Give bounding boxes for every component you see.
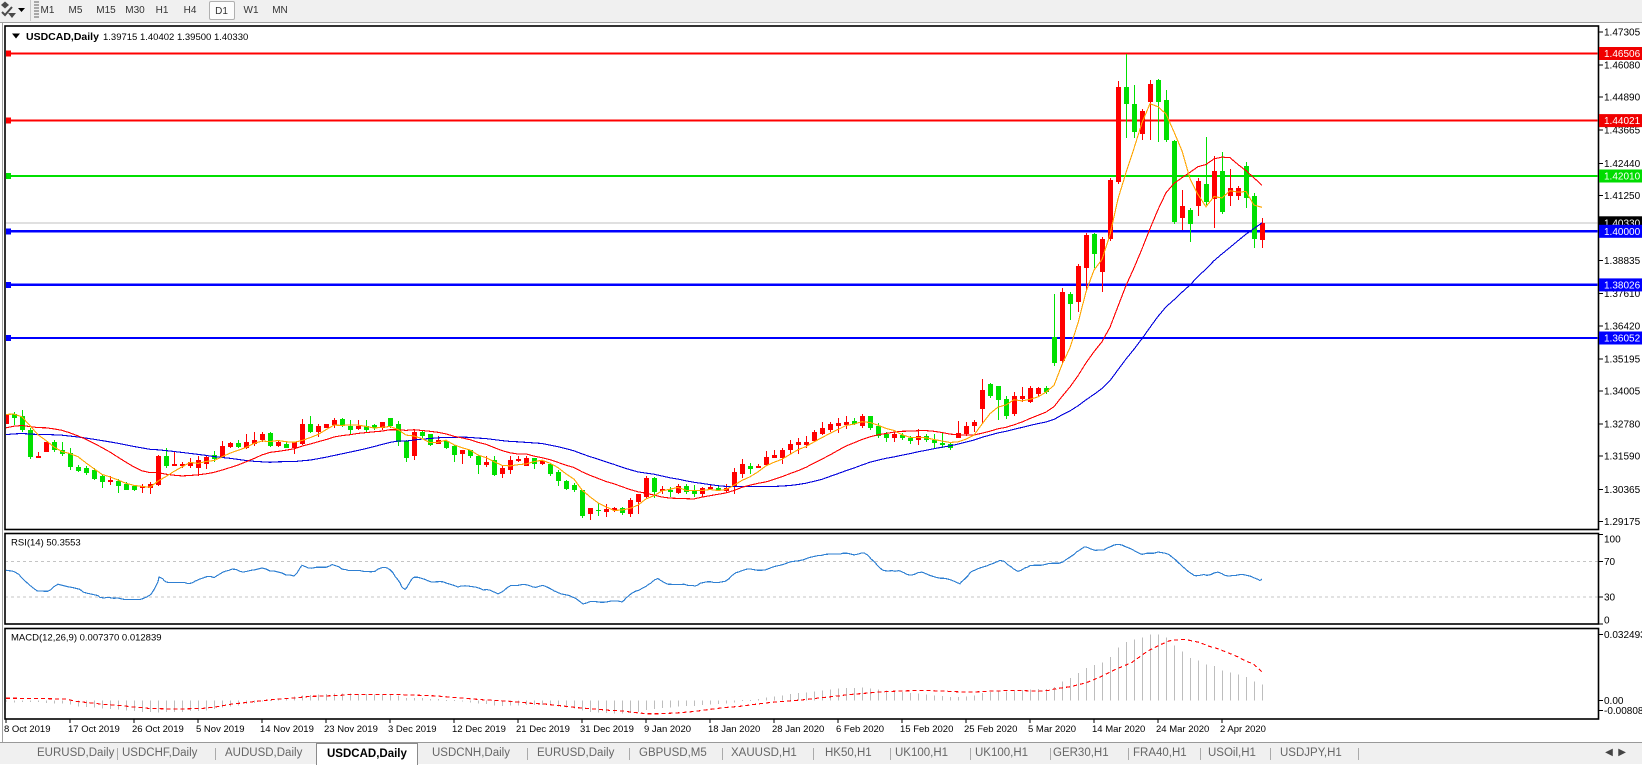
svg-text:25 Feb 2020: 25 Feb 2020 [964,724,1017,735]
svg-text:1.38026: 1.38026 [1604,280,1641,291]
svg-text:14 Mar 2020: 14 Mar 2020 [1092,724,1145,735]
svg-text:1.46080: 1.46080 [1604,61,1641,72]
svg-text:5 Nov 2019: 5 Nov 2019 [196,724,245,735]
svg-text:0.00: 0.00 [1604,696,1624,707]
svg-text:1.31590: 1.31590 [1604,452,1641,463]
svg-text:28 Jan 2020: 28 Jan 2020 [772,724,824,735]
svg-text:23 Nov 2019: 23 Nov 2019 [324,724,378,735]
svg-text:15 Feb 2020: 15 Feb 2020 [900,724,953,735]
svg-text:12 Dec 2019: 12 Dec 2019 [452,724,506,735]
svg-text:-0.008086: -0.008086 [1604,706,1642,717]
svg-text:1.47305: 1.47305 [1604,27,1641,38]
svg-text:14 Nov 2019: 14 Nov 2019 [260,724,314,735]
svg-text:1.32780: 1.32780 [1604,420,1641,431]
svg-text:1.34005: 1.34005 [1604,387,1641,398]
svg-text:MACD(12,26,9) 0.007370 0.01283: MACD(12,26,9) 0.007370 0.012839 [11,633,162,644]
svg-text:1.42440: 1.42440 [1604,159,1641,170]
svg-text:1.44890: 1.44890 [1604,93,1641,104]
svg-text:USDCAD,Daily: USDCAD,Daily [26,31,99,43]
svg-text:1.35195: 1.35195 [1604,354,1641,365]
svg-text:6 Feb 2020: 6 Feb 2020 [836,724,884,735]
svg-text:1.39715 1.40402 1.39500 1.4033: 1.39715 1.40402 1.39500 1.40330 [103,32,248,43]
svg-text:1.38835: 1.38835 [1604,256,1641,267]
svg-text:9 Jan 2020: 9 Jan 2020 [644,724,691,735]
svg-text:1.40000: 1.40000 [1604,227,1641,238]
svg-text:31 Dec 2019: 31 Dec 2019 [580,724,634,735]
svg-text:1.30365: 1.30365 [1604,485,1641,496]
svg-text:0: 0 [1604,616,1610,627]
svg-text:1.29175: 1.29175 [1604,517,1641,528]
svg-text:1.36420: 1.36420 [1604,321,1641,332]
svg-text:1.41250: 1.41250 [1604,191,1641,202]
svg-text:1.43665: 1.43665 [1604,126,1641,137]
svg-text:30: 30 [1604,593,1616,604]
svg-text:24 Mar 2020: 24 Mar 2020 [1156,724,1209,735]
svg-text:1.37610: 1.37610 [1604,289,1641,300]
svg-text:1.36052: 1.36052 [1604,334,1641,345]
svg-text:5 Mar 2020: 5 Mar 2020 [1028,724,1076,735]
svg-text:17 Oct 2019: 17 Oct 2019 [68,724,120,735]
svg-text:1.44021: 1.44021 [1604,116,1641,127]
svg-text:26 Oct 2019: 26 Oct 2019 [132,724,184,735]
svg-text:1.42010: 1.42010 [1604,172,1641,183]
svg-text:8 Oct 2019: 8 Oct 2019 [4,724,50,735]
svg-text:3 Dec 2019: 3 Dec 2019 [388,724,437,735]
svg-text:0.032493: 0.032493 [1604,630,1642,641]
svg-text:1.46506: 1.46506 [1604,49,1641,60]
svg-text:18 Jan 2020: 18 Jan 2020 [708,724,760,735]
svg-text:100: 100 [1604,535,1621,546]
svg-text:1.40330: 1.40330 [1604,218,1641,229]
svg-text:70: 70 [1604,557,1616,568]
svg-text:2 Apr 2020: 2 Apr 2020 [1220,724,1266,735]
svg-text:RSI(14) 50.3553: RSI(14) 50.3553 [11,538,81,549]
svg-text:21 Dec 2019: 21 Dec 2019 [516,724,570,735]
